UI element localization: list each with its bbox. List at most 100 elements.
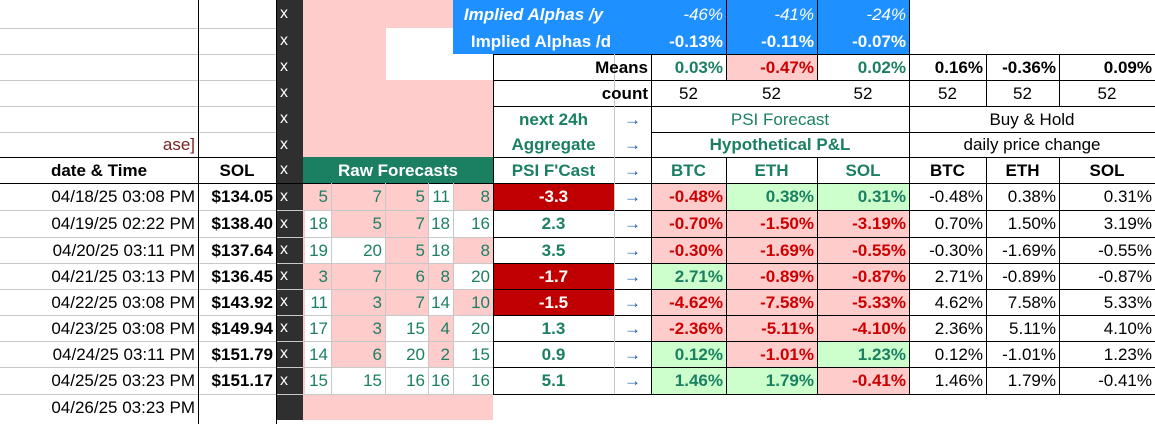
psi-forecast-value[interactable]: -1.7 bbox=[538, 266, 569, 286]
row-x-marker[interactable]: x bbox=[280, 214, 288, 232]
row-sol-price[interactable]: $151.79 bbox=[211, 344, 273, 364]
row-x-marker[interactable]: x bbox=[280, 187, 288, 205]
row-sol-price[interactable]: $136.45 bbox=[211, 266, 273, 286]
raw-forecast-value[interactable]: 17 bbox=[309, 318, 328, 338]
row-x-marker[interactable]: x bbox=[280, 110, 288, 127]
pnl-value[interactable]: -0.41% bbox=[852, 371, 906, 390]
raw-forecast-value[interactable]: 3 bbox=[372, 292, 382, 312]
hold-value[interactable]: -1.01% bbox=[1002, 344, 1056, 364]
pnl-value[interactable]: -0.30% bbox=[669, 240, 723, 260]
row-sol-price[interactable]: $151.17 bbox=[211, 371, 273, 390]
row-sol-price[interactable]: $137.64 bbox=[211, 240, 273, 260]
row-x-marker[interactable]: x bbox=[280, 58, 288, 75]
raw-forecast-value[interactable]: 16 bbox=[471, 214, 490, 233]
raw-forecast-value[interactable]: 7 bbox=[415, 292, 425, 312]
raw-forecast-value[interactable]: 15 bbox=[309, 371, 328, 390]
raw-forecast-value[interactable]: 7 bbox=[415, 214, 425, 233]
hold-value[interactable]: -0.87% bbox=[1098, 266, 1152, 286]
row-sol-price[interactable]: $134.05 bbox=[211, 187, 273, 206]
pnl-value[interactable]: 1.23% bbox=[857, 344, 906, 364]
raw-forecast-value[interactable]: 8 bbox=[440, 266, 450, 286]
psi-forecast-value[interactable]: 5.1 bbox=[541, 371, 566, 390]
raw-forecast-value[interactable]: 11 bbox=[310, 292, 328, 312]
hold-value[interactable]: 1.79% bbox=[1007, 371, 1056, 390]
psi-forecast-value[interactable]: 0.9 bbox=[541, 344, 566, 364]
hold-value[interactable]: -0.41% bbox=[1098, 371, 1152, 390]
pnl-value[interactable]: -0.48% bbox=[669, 187, 723, 206]
row-sol-price[interactable]: $138.40 bbox=[211, 214, 273, 233]
raw-forecast-value[interactable]: 5 bbox=[415, 187, 425, 206]
hold-value[interactable]: 1.23% bbox=[1103, 344, 1152, 364]
raw-forecast-value[interactable]: 19 bbox=[309, 240, 328, 260]
hold-value[interactable]: 4.62% bbox=[934, 292, 983, 312]
hold-value[interactable]: 2.71% bbox=[934, 266, 983, 286]
raw-forecast-value[interactable]: 7 bbox=[372, 187, 382, 206]
raw-forecast-value[interactable]: 10 bbox=[471, 292, 490, 312]
pnl-value[interactable]: -1.50% bbox=[760, 214, 814, 233]
raw-forecast-value[interactable]: 11 bbox=[432, 187, 450, 206]
hold-value[interactable]: 3.19% bbox=[1103, 214, 1152, 233]
row-x-marker[interactable]: x bbox=[280, 135, 288, 153]
row-x-marker[interactable]: x bbox=[280, 267, 288, 284]
row-x-marker[interactable]: x bbox=[280, 5, 288, 22]
hold-value[interactable]: -1.69% bbox=[1002, 240, 1056, 260]
hold-value[interactable]: 0.12% bbox=[934, 344, 983, 364]
row-x-marker[interactable]: x bbox=[280, 371, 288, 389]
row-x-marker[interactable]: x bbox=[280, 161, 288, 178]
raw-forecast-value[interactable]: 18 bbox=[309, 214, 328, 233]
pnl-value[interactable]: 0.31% bbox=[857, 187, 906, 206]
raw-forecast-value[interactable]: 15 bbox=[406, 318, 425, 338]
row-date[interactable]: 04/24/25 03:11 PM bbox=[52, 344, 195, 364]
hold-value[interactable]: 5.33% bbox=[1103, 292, 1152, 312]
row-date[interactable]: 04/26/25 03:23 PM bbox=[51, 397, 195, 417]
row-x-marker[interactable]: x bbox=[280, 84, 288, 101]
raw-forecast-value[interactable]: 16 bbox=[471, 371, 490, 390]
raw-forecast-value[interactable]: 5 bbox=[372, 214, 382, 233]
raw-forecast-value[interactable]: 20 bbox=[363, 240, 382, 260]
pnl-value[interactable]: -0.55% bbox=[852, 240, 906, 260]
row-x-marker[interactable]: x bbox=[280, 241, 288, 258]
raw-forecast-value[interactable]: 3 bbox=[318, 266, 328, 286]
psi-forecast-value[interactable]: -3.3 bbox=[538, 187, 569, 206]
raw-forecast-value[interactable]: 14 bbox=[431, 292, 450, 312]
raw-forecast-value[interactable]: 20 bbox=[471, 266, 490, 286]
row-x-marker[interactable]: x bbox=[280, 319, 288, 336]
pnl-value[interactable]: -2.36% bbox=[669, 318, 723, 338]
raw-forecast-value[interactable]: 4 bbox=[440, 318, 450, 338]
raw-forecast-value[interactable]: 20 bbox=[471, 318, 490, 338]
pnl-value[interactable]: -0.70% bbox=[669, 214, 723, 233]
row-sol-price[interactable]: $143.92 bbox=[211, 292, 273, 312]
hold-value[interactable]: 0.70% bbox=[934, 214, 983, 233]
hold-value[interactable]: 0.38% bbox=[1007, 187, 1056, 206]
hold-value[interactable]: 2.36% bbox=[934, 318, 983, 338]
row-x-marker[interactable]: x bbox=[280, 293, 288, 310]
pnl-value[interactable]: -4.10% bbox=[852, 318, 906, 338]
raw-forecast-value[interactable]: 7 bbox=[372, 266, 382, 286]
pnl-value[interactable]: -5.33% bbox=[852, 292, 906, 312]
raw-forecast-value[interactable]: 5 bbox=[415, 240, 425, 260]
row-sol-price[interactable]: $149.94 bbox=[211, 318, 273, 338]
pnl-value[interactable]: 2.71% bbox=[674, 266, 723, 286]
raw-forecast-value[interactable]: 18 bbox=[431, 240, 450, 260]
pnl-value[interactable]: 0.12% bbox=[674, 344, 723, 364]
raw-forecast-value[interactable]: 6 bbox=[415, 266, 425, 286]
pnl-value[interactable]: 1.79% bbox=[765, 371, 814, 390]
pnl-value[interactable]: -7.58% bbox=[760, 292, 814, 312]
raw-forecast-value[interactable]: 15 bbox=[363, 371, 382, 390]
psi-forecast-value[interactable]: 3.5 bbox=[541, 240, 566, 260]
pnl-value[interactable]: -4.62% bbox=[669, 292, 723, 312]
pnl-value[interactable]: 0.38% bbox=[765, 187, 814, 206]
raw-forecast-value[interactable]: 6 bbox=[372, 344, 382, 364]
hold-value[interactable]: -0.55% bbox=[1098, 240, 1152, 260]
raw-forecast-value[interactable]: 2 bbox=[440, 344, 450, 364]
hold-value[interactable]: 0.31% bbox=[1103, 187, 1152, 206]
hold-value[interactable]: 5.11% bbox=[1009, 318, 1056, 338]
pnl-value[interactable]: -3.19% bbox=[852, 214, 906, 233]
raw-forecast-value[interactable]: 8 bbox=[480, 240, 490, 260]
truncated-cell-text[interactable]: ase] bbox=[162, 135, 195, 154]
psi-forecast-value[interactable]: 1.3 bbox=[541, 318, 566, 338]
raw-forecast-value[interactable]: 8 bbox=[480, 187, 490, 206]
pnl-value[interactable]: -0.89% bbox=[760, 266, 814, 286]
hold-value[interactable]: -0.48% bbox=[929, 187, 983, 206]
